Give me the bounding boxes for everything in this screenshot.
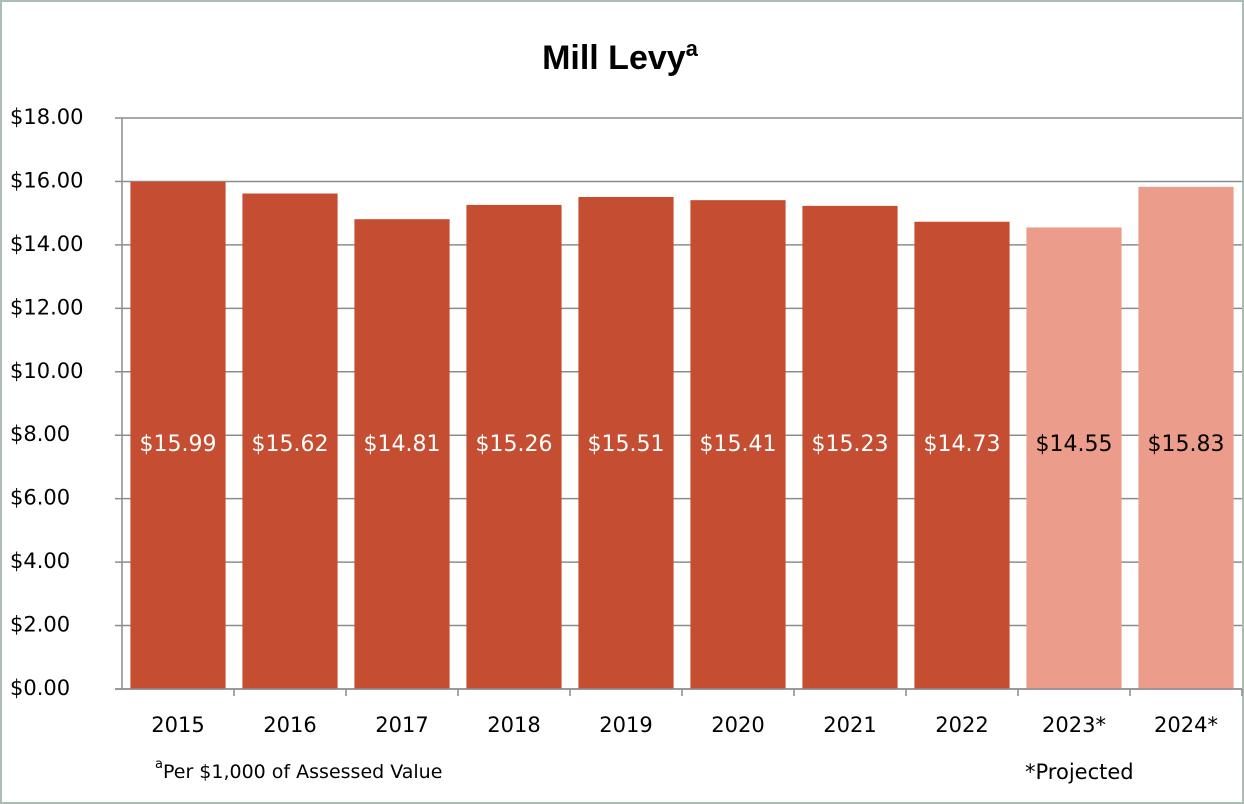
y-tick-label: $2.00 bbox=[10, 613, 70, 637]
y-tick-label: $4.00 bbox=[10, 549, 70, 573]
title-marker: a bbox=[686, 36, 699, 61]
footnote-marker: a bbox=[155, 757, 163, 772]
x-tick-label: 2018 bbox=[487, 713, 540, 737]
title-text: Mill Levy bbox=[542, 39, 686, 77]
data-label: $14.81 bbox=[364, 432, 441, 457]
x-tick-label: 2020 bbox=[711, 713, 764, 737]
x-tick-label: 2016 bbox=[263, 713, 316, 737]
bar bbox=[242, 193, 338, 689]
y-tick-label: $12.00 bbox=[10, 295, 83, 319]
bar bbox=[354, 219, 450, 689]
data-label: $15.99 bbox=[140, 432, 217, 457]
x-tick-label: 2017 bbox=[375, 713, 428, 737]
y-tick-label: $14.00 bbox=[10, 232, 83, 256]
x-tick-label: 2015 bbox=[151, 713, 204, 737]
bar bbox=[802, 205, 898, 690]
footnote-text: Per $1,000 of Assessed Value bbox=[163, 761, 442, 783]
x-tick-label: 2024* bbox=[1154, 713, 1218, 737]
bar bbox=[1026, 227, 1122, 690]
x-tick-label: 2023* bbox=[1042, 713, 1106, 737]
footnote: aPer $1,000 of Assessed Value bbox=[155, 757, 442, 783]
x-tick-label: 2019 bbox=[599, 713, 652, 737]
y-tick-label: $6.00 bbox=[10, 486, 70, 510]
bar bbox=[1138, 186, 1234, 689]
data-label: $15.62 bbox=[252, 432, 329, 457]
data-label: $14.55 bbox=[1036, 432, 1113, 457]
bar bbox=[690, 200, 786, 689]
bar bbox=[914, 221, 1010, 689]
data-label: $14.73 bbox=[924, 432, 1001, 457]
y-tick-label: $10.00 bbox=[10, 359, 83, 383]
y-tick-label: $8.00 bbox=[10, 422, 70, 446]
data-label: $15.23 bbox=[812, 432, 889, 457]
y-tick-label: $0.00 bbox=[10, 676, 70, 700]
chart-title: Mill Levya bbox=[542, 36, 699, 77]
y-tick-label: $16.00 bbox=[10, 168, 83, 192]
y-tick-label: $18.00 bbox=[10, 105, 83, 129]
data-label: $15.83 bbox=[1148, 432, 1225, 457]
bar bbox=[466, 204, 562, 689]
x-tick-label: 2022 bbox=[935, 713, 988, 737]
data-label: $15.41 bbox=[700, 432, 777, 457]
bar bbox=[130, 181, 226, 690]
x-tick-label: 2021 bbox=[823, 713, 876, 737]
note: *Projected bbox=[1025, 760, 1134, 784]
data-label: $15.26 bbox=[476, 432, 553, 457]
bar bbox=[578, 196, 674, 689]
data-label: $15.51 bbox=[588, 432, 665, 457]
